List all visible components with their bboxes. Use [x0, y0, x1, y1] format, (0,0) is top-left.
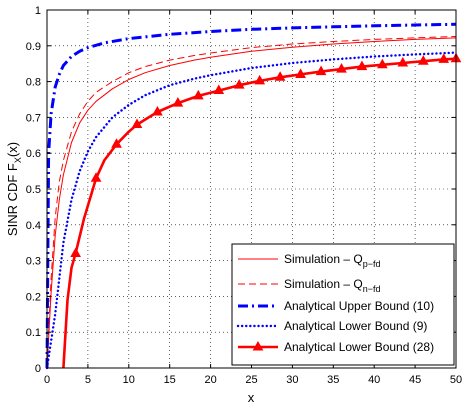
x-tick-label: 40: [368, 374, 380, 386]
legend-label-text: Simulation – Q: [284, 277, 363, 291]
data-point-marker: [70, 247, 81, 257]
data-point-marker: [152, 106, 163, 116]
data-point-marker: [397, 56, 409, 67]
data-point-marker: [295, 68, 306, 78]
x-tick-labels: 0 5 10 15 20 25 30 35 40 45 50: [44, 374, 462, 386]
y-tick-label: 0.9: [26, 41, 41, 53]
y-tick-label: 0.4: [26, 220, 41, 232]
y-tick-label: 0.8: [26, 77, 41, 89]
legend-label-2: Simulation – Qn−fd: [284, 277, 380, 294]
y-axis-title: SINR CDF FX(x): [5, 142, 23, 236]
legend-label-3: Analytical Upper Bound (10): [284, 299, 434, 313]
series-5: [62, 52, 462, 369]
x-tick-label: 15: [164, 374, 176, 386]
legend-box: [231, 243, 455, 366]
legend-label-subscript: p−fd: [363, 259, 381, 269]
series-1: [46, 37, 457, 369]
legend-label-5: Analytical Lower Bound (28): [284, 340, 434, 354]
series-2-line: [46, 36, 457, 369]
data-point-marker: [172, 97, 184, 107]
series-2: [46, 36, 457, 369]
data-point-marker: [417, 55, 429, 65]
y-axis-title-main: SINR CDF F: [5, 163, 20, 236]
data-point-marker: [315, 65, 327, 76]
data-point-marker: [90, 172, 102, 182]
series-1-line: [46, 37, 457, 369]
series-layer: [45, 22, 462, 370]
x-tick-label: 5: [85, 374, 91, 386]
x-tick-label: 0: [44, 374, 50, 386]
x-tick-label: 30: [286, 374, 298, 386]
data-point-marker: [254, 74, 266, 85]
x-axis-title: x: [248, 390, 255, 405]
x-tick-label: 45: [409, 374, 421, 386]
data-point-marker: [111, 138, 122, 148]
y-tick-labels: 0 0.1 0.2 0.3 0.4 0.5 0.6 0.7 0.8 0.9 1: [26, 5, 41, 375]
legend-label-text: Analytical Lower Bound (28): [284, 340, 434, 354]
legend-label-text: Simulation – Q: [284, 252, 363, 266]
legend-label-text: Analytical Lower Bound (9): [284, 319, 427, 333]
x-tick-label: 35: [327, 374, 339, 386]
data-point-marker: [356, 60, 368, 71]
y-tick-label: 0.7: [26, 112, 41, 124]
data-point-marker: [274, 71, 286, 81]
data-point-marker: [336, 63, 347, 73]
y-tick-label: 0.1: [26, 327, 41, 339]
data-point-marker: [438, 53, 450, 63]
legend-label-4: Analytical Lower Bound (9): [284, 319, 427, 333]
x-tick-label: 50: [450, 374, 462, 386]
y-tick-label: 0.5: [26, 184, 41, 196]
y-tick-label: 1: [35, 5, 41, 17]
data-point-marker: [131, 118, 143, 129]
x-tick-label: 20: [204, 374, 216, 386]
series-4: [45, 51, 458, 370]
series-4-line: [45, 51, 458, 370]
data-point-marker: [377, 58, 388, 69]
y-tick-label: 0: [35, 363, 41, 375]
y-axis-title-sub: X: [13, 157, 23, 163]
y-tick-label: 0.2: [26, 291, 41, 303]
y-tick-label: 0.6: [26, 148, 41, 160]
x-tick-label: 10: [123, 374, 135, 386]
data-point-marker: [213, 84, 225, 95]
x-tick-label: 25: [245, 374, 257, 386]
legend-label-subscript: n−fd: [363, 284, 381, 294]
data-point-marker: [192, 89, 204, 100]
data-point-marker: [233, 79, 245, 89]
legend-marker: [252, 340, 264, 351]
y-axis-title-suffix: (x): [5, 142, 20, 157]
series-3: [45, 22, 457, 369]
legend-label-1: Simulation – Qp−fd: [284, 252, 380, 269]
legend-label-text: Analytical Upper Bound (10): [284, 299, 434, 313]
y-tick-label: 0.3: [26, 256, 41, 268]
series-3-line: [45, 22, 457, 369]
